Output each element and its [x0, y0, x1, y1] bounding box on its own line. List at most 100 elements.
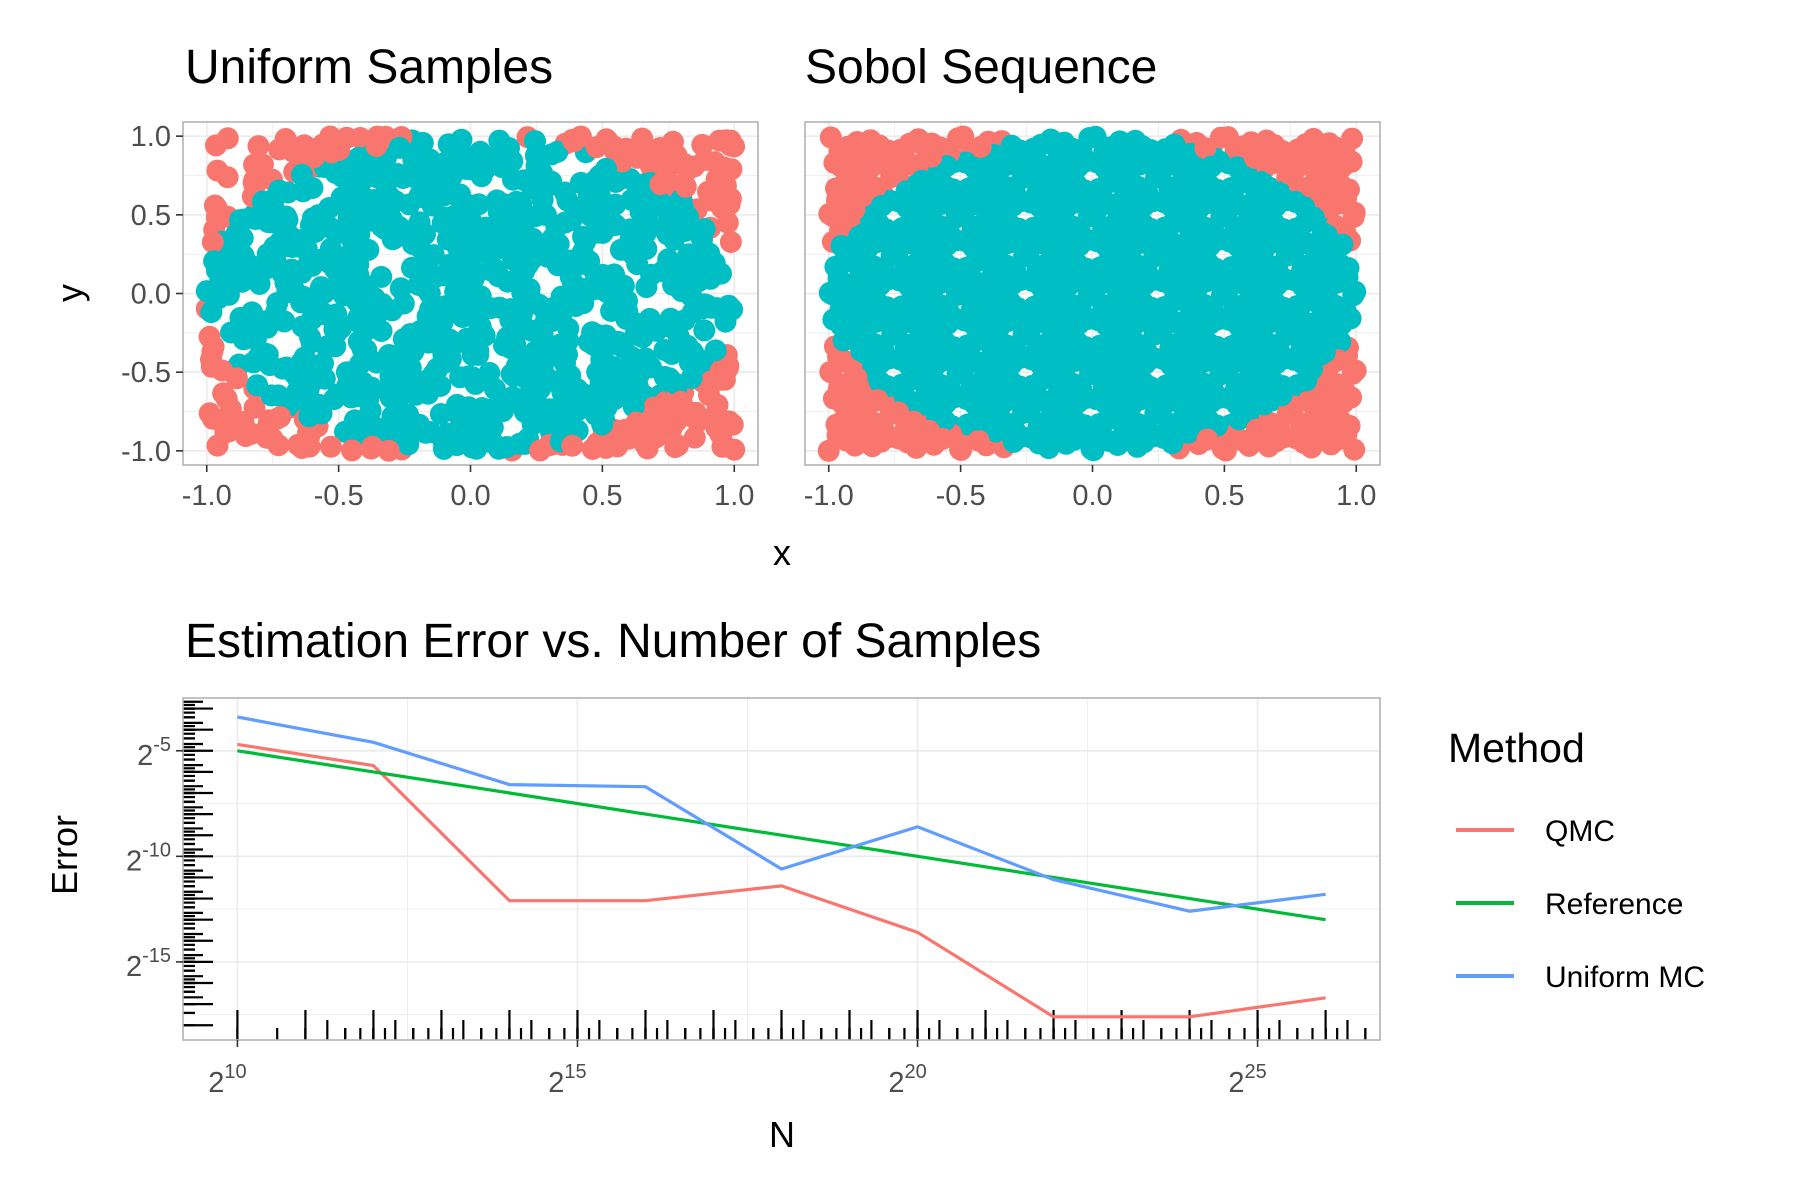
point-inside	[1151, 244, 1173, 267]
point-inside	[945, 229, 967, 252]
point-inside	[1252, 328, 1274, 351]
x-tick-label: -1.0	[182, 480, 232, 512]
point-inside	[1171, 207, 1194, 230]
x-tick-label: -0.5	[936, 480, 986, 512]
point-inside	[1101, 214, 1124, 237]
point-inside	[458, 245, 481, 268]
point-inside	[370, 320, 393, 342]
y-tick-label: 2-10	[126, 839, 171, 877]
point-inside	[431, 311, 454, 334]
x-tick-label: 0.0	[1072, 480, 1112, 512]
point-outside	[1326, 373, 1349, 396]
point-inside	[1109, 288, 1132, 311]
point-inside	[388, 136, 411, 159]
point-outside	[721, 413, 744, 436]
point-inside	[365, 351, 388, 374]
point-outside	[377, 439, 400, 462]
x-tick-label: -1.0	[804, 480, 854, 512]
point-outside	[887, 401, 910, 424]
point-inside	[588, 165, 610, 188]
point-inside	[850, 340, 873, 362]
point-inside	[1225, 376, 1248, 399]
point-inside	[961, 219, 984, 242]
point-inside	[277, 181, 299, 204]
point-inside	[521, 177, 544, 200]
point-inside	[397, 433, 420, 456]
point-inside	[323, 388, 346, 411]
point-inside	[973, 325, 996, 348]
point-outside	[861, 435, 884, 458]
point-inside	[528, 293, 551, 316]
point-inside	[1309, 343, 1332, 366]
point-inside	[845, 287, 867, 310]
point-inside	[1155, 374, 1178, 397]
point-inside	[1192, 239, 1215, 262]
point-inside	[1142, 268, 1165, 291]
point-inside	[525, 144, 548, 167]
point-inside	[635, 204, 658, 227]
point-inside	[673, 309, 696, 332]
x-tick-label: 210	[208, 1061, 246, 1099]
point-inside	[606, 330, 629, 353]
point-inside	[310, 402, 333, 425]
point-inside	[467, 193, 490, 216]
point-inside	[1093, 140, 1116, 163]
point-outside	[1263, 134, 1286, 157]
point-inside	[942, 336, 965, 359]
point-inside	[1023, 295, 1046, 318]
point-inside	[1103, 161, 1126, 184]
point-inside	[1043, 249, 1066, 271]
error-x-axis-title: N	[769, 1114, 795, 1155]
point-inside	[1004, 338, 1027, 361]
point-inside	[420, 327, 443, 350]
point-outside	[833, 172, 856, 195]
point-inside	[678, 351, 701, 374]
point-outside	[1318, 132, 1340, 155]
point-inside	[704, 339, 727, 362]
point-inside	[975, 198, 998, 221]
point-inside	[1229, 251, 1252, 274]
error-y-axis-title: Error	[44, 815, 85, 895]
point-outside	[711, 435, 734, 458]
point-inside	[537, 231, 560, 254]
point-inside	[872, 260, 895, 283]
point-inside	[1126, 435, 1149, 458]
point-inside	[842, 246, 864, 269]
point-outside	[819, 360, 842, 383]
point-inside	[389, 277, 412, 300]
point-inside	[1227, 314, 1250, 337]
point-inside	[301, 254, 324, 277]
scatter-x-axis-title: x	[773, 532, 791, 573]
point-inside	[1231, 272, 1254, 295]
point-inside	[262, 194, 284, 217]
x-tick-label: 0.5	[582, 480, 622, 512]
point-outside	[846, 131, 869, 153]
point-inside	[963, 156, 986, 179]
point-outside	[708, 129, 731, 152]
point-inside	[998, 153, 1021, 176]
point-outside	[649, 173, 672, 196]
point-outside	[715, 359, 738, 381]
point-inside	[1165, 154, 1188, 177]
point-outside	[320, 141, 343, 164]
point-inside	[1131, 370, 1154, 393]
legend-label-reference: Reference	[1545, 888, 1683, 921]
point-inside	[1144, 166, 1167, 189]
point-inside	[386, 350, 409, 373]
sobol-scatter-panel: -1.0 -0.5 0.0 0.5 1.0	[804, 121, 1381, 512]
point-inside	[829, 298, 852, 321]
point-inside	[273, 310, 296, 333]
point-inside	[1019, 165, 1042, 188]
point-inside	[1140, 296, 1163, 319]
point-inside	[1095, 235, 1118, 258]
point-outside	[293, 134, 316, 157]
point-inside	[868, 370, 891, 393]
point-inside	[1124, 129, 1147, 152]
point-inside	[1021, 269, 1044, 292]
point-inside	[895, 180, 918, 203]
point-inside	[635, 276, 658, 299]
point-inside	[550, 285, 573, 308]
point-outside	[885, 164, 908, 187]
point-inside	[414, 244, 437, 267]
point-outside	[1330, 174, 1353, 196]
